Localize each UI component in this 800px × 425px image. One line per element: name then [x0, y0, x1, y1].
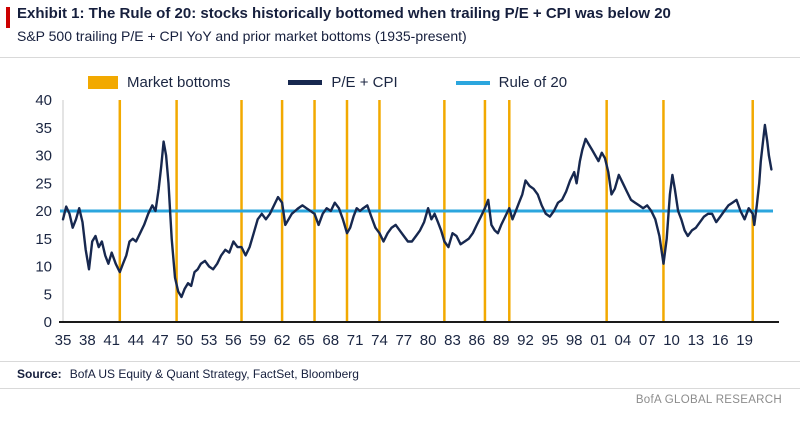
- market-bottoms-swatch-icon: [88, 76, 118, 89]
- x-tick-label: 92: [517, 332, 534, 349]
- y-tick-label: 10: [35, 259, 52, 276]
- x-tick-label: 10: [663, 332, 680, 349]
- legend: Market bottoms P/E + CPI Rule of 20: [88, 74, 567, 91]
- legend-label-market-bottoms: Market bottoms: [127, 74, 231, 91]
- x-tick-label: 04: [615, 332, 632, 349]
- pe-cpi-swatch-icon: [288, 80, 323, 85]
- x-tick-label: 86: [468, 332, 485, 349]
- x-tick-label: 13: [688, 332, 705, 349]
- x-tick-label: 56: [225, 332, 242, 349]
- rule-of-20-swatch-icon: [455, 80, 490, 85]
- pe-cpi-line: [61, 123, 773, 299]
- x-tick-label: 38: [79, 332, 96, 349]
- x-tick-label: 19: [736, 332, 753, 349]
- x-tick-label: 65: [298, 332, 315, 349]
- y-tick-label: 25: [35, 175, 52, 192]
- x-tick-label: 89: [493, 332, 510, 349]
- x-tick-label: 62: [274, 332, 291, 349]
- x-tick-label: 83: [444, 332, 461, 349]
- x-tick-label: 44: [128, 332, 145, 349]
- y-tick-label: 0: [44, 314, 52, 331]
- divider-under-subtitle: [0, 57, 800, 58]
- x-tick-label: 47: [152, 332, 169, 349]
- x-tick-label: 80: [420, 332, 437, 349]
- y-tick-label: 5: [44, 286, 52, 303]
- y-tick-label: 15: [35, 231, 52, 248]
- x-tick-label: 53: [201, 332, 218, 349]
- chart-subtitle: S&P 500 trailing P/E + CPI YoY and prior…: [17, 28, 467, 44]
- y-tick-label: 20: [35, 203, 52, 220]
- source-label: Source:: [17, 367, 62, 381]
- x-tick-label: 74: [371, 332, 388, 349]
- x-tick-label: 07: [639, 332, 656, 349]
- y-tick-label: 30: [35, 148, 52, 165]
- x-tick-label: 98: [566, 332, 583, 349]
- y-tick-label: 40: [35, 92, 52, 109]
- legend-item-rule-of-20: Rule of 20: [455, 74, 568, 91]
- divider-above-brand: [0, 388, 800, 389]
- red-accent-bar: [6, 7, 10, 28]
- x-tick-label: 77: [395, 332, 412, 349]
- legend-label-rule-of-20: Rule of 20: [498, 74, 568, 91]
- x-tick-label: 68: [322, 332, 339, 349]
- x-tick-label: 95: [542, 332, 559, 349]
- legend-item-pe-cpi: P/E + CPI: [288, 74, 398, 91]
- brand-text: BofA GLOBAL RESEARCH: [635, 394, 782, 406]
- x-tick-label: 50: [176, 332, 193, 349]
- x-tick-label: 01: [590, 332, 607, 349]
- legend-label-pe-cpi: P/E + CPI: [331, 74, 398, 91]
- divider-above-source: [0, 361, 800, 362]
- source-text: BofA US Equity & Quant Strategy, FactSet…: [69, 367, 359, 381]
- chart-title: Exhibit 1: The Rule of 20: stocks histor…: [17, 5, 671, 22]
- source-row: Source: BofA US Equity & Quant Strategy, …: [17, 367, 359, 381]
- x-tick-label: 59: [249, 332, 266, 349]
- x-tick-label: 35: [55, 332, 72, 349]
- y-tick-label: 35: [35, 120, 52, 137]
- x-tick-label: 71: [347, 332, 364, 349]
- x-tick-label: 41: [103, 332, 120, 349]
- chart-area: 0 5 10 15 20 25 30 35 40 35 38 41 44 47 50 53 56 59 62 65 68…: [35, 92, 779, 349]
- legend-item-market-bottoms: Market bottoms: [88, 74, 230, 91]
- x-tick-label: 16: [712, 332, 729, 349]
